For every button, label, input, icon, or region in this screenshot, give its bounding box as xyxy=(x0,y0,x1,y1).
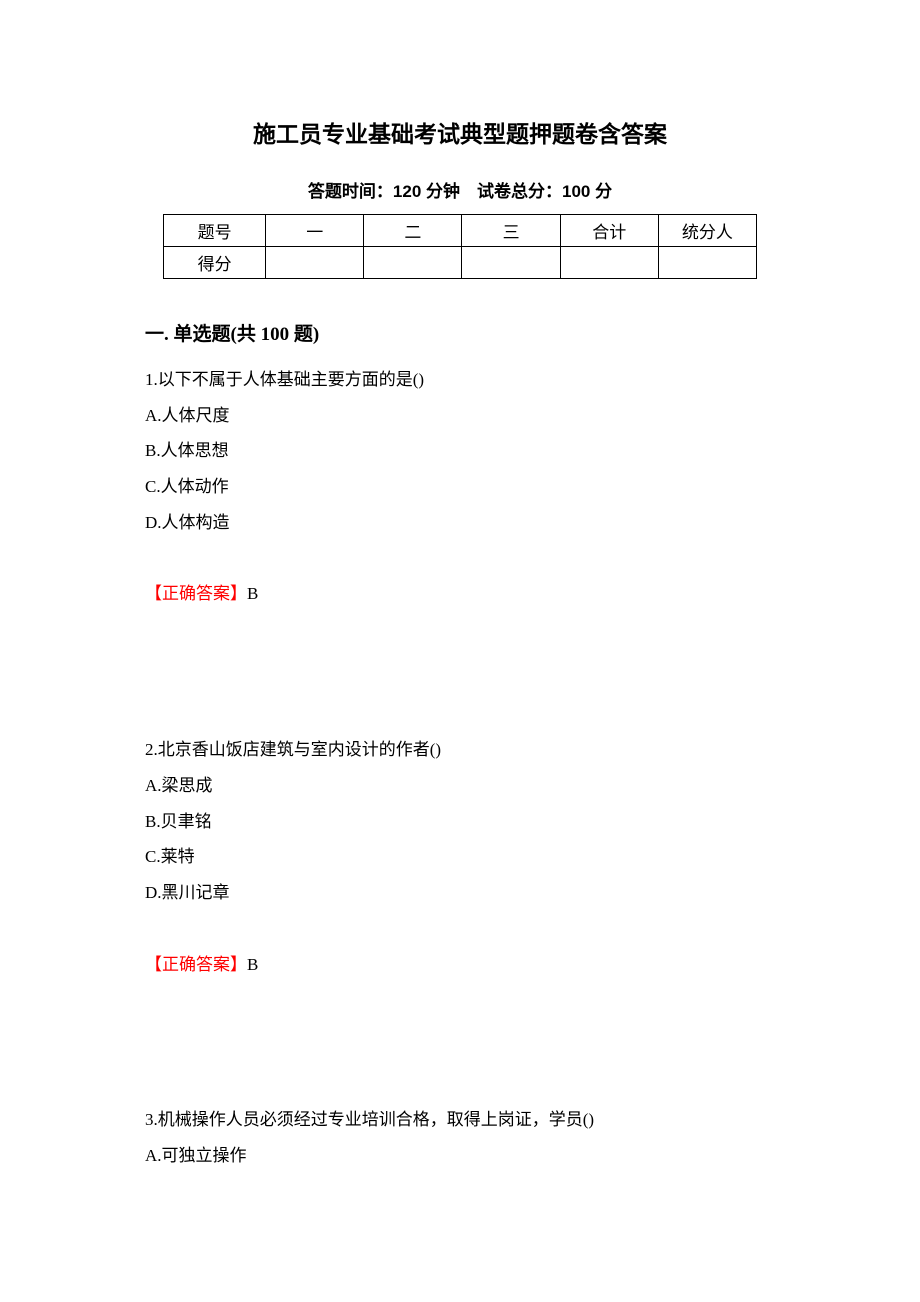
option-d: D.人体构造 xyxy=(145,505,775,541)
question-text: 1.以下不属于人体基础主要方面的是() xyxy=(145,362,775,398)
table-row: 得分 xyxy=(164,247,757,279)
answer-label: 【正确答案】 xyxy=(145,584,247,603)
table-cell-label: 得分 xyxy=(164,247,266,279)
question-block: 3.机械操作人员必须经过专业培训合格，取得上岗证，学员() A.可独立操作 xyxy=(145,1102,775,1173)
document-subtitle: 答题时间：120 分钟 试卷总分：100 分 xyxy=(145,177,775,202)
option-b: B.贝聿铭 xyxy=(145,804,775,840)
answer: 【正确答案】B xyxy=(145,576,775,612)
option-c: C.莱特 xyxy=(145,839,775,875)
table-cell: 二 xyxy=(364,215,462,247)
score-table: 题号 一 二 三 合计 统分人 得分 xyxy=(163,214,757,279)
question-block: 2.北京香山饭店建筑与室内设计的作者() A.梁思成 B.贝聿铭 C.莱特 D.… xyxy=(145,732,775,982)
table-cell: 统分人 xyxy=(658,215,756,247)
answer-value: B xyxy=(247,584,258,603)
question-block: 1.以下不属于人体基础主要方面的是() A.人体尺度 B.人体思想 C.人体动作… xyxy=(145,362,775,612)
table-cell-label: 题号 xyxy=(164,215,266,247)
option-a: A.梁思成 xyxy=(145,768,775,804)
option-c: C.人体动作 xyxy=(145,469,775,505)
answer-label: 【正确答案】 xyxy=(145,955,247,974)
question-text: 3.机械操作人员必须经过专业培训合格，取得上岗证，学员() xyxy=(145,1102,775,1138)
table-cell xyxy=(462,247,560,279)
table-cell xyxy=(266,247,364,279)
option-d: D.黑川记章 xyxy=(145,875,775,911)
section-heading: 一. 单选题(共 100 题) xyxy=(145,319,775,346)
table-cell xyxy=(658,247,756,279)
option-a: A.可独立操作 xyxy=(145,1138,775,1174)
table-cell: 合计 xyxy=(560,215,658,247)
table-cell: 一 xyxy=(266,215,364,247)
answer: 【正确答案】B xyxy=(145,947,775,983)
table-cell xyxy=(560,247,658,279)
table-cell: 三 xyxy=(462,215,560,247)
table-row: 题号 一 二 三 合计 统分人 xyxy=(164,215,757,247)
question-text: 2.北京香山饭店建筑与室内设计的作者() xyxy=(145,732,775,768)
document-title: 施工员专业基础考试典型题押题卷含答案 xyxy=(145,115,775,149)
option-a: A.人体尺度 xyxy=(145,398,775,434)
option-b: B.人体思想 xyxy=(145,433,775,469)
answer-value: B xyxy=(247,955,258,974)
table-cell xyxy=(364,247,462,279)
